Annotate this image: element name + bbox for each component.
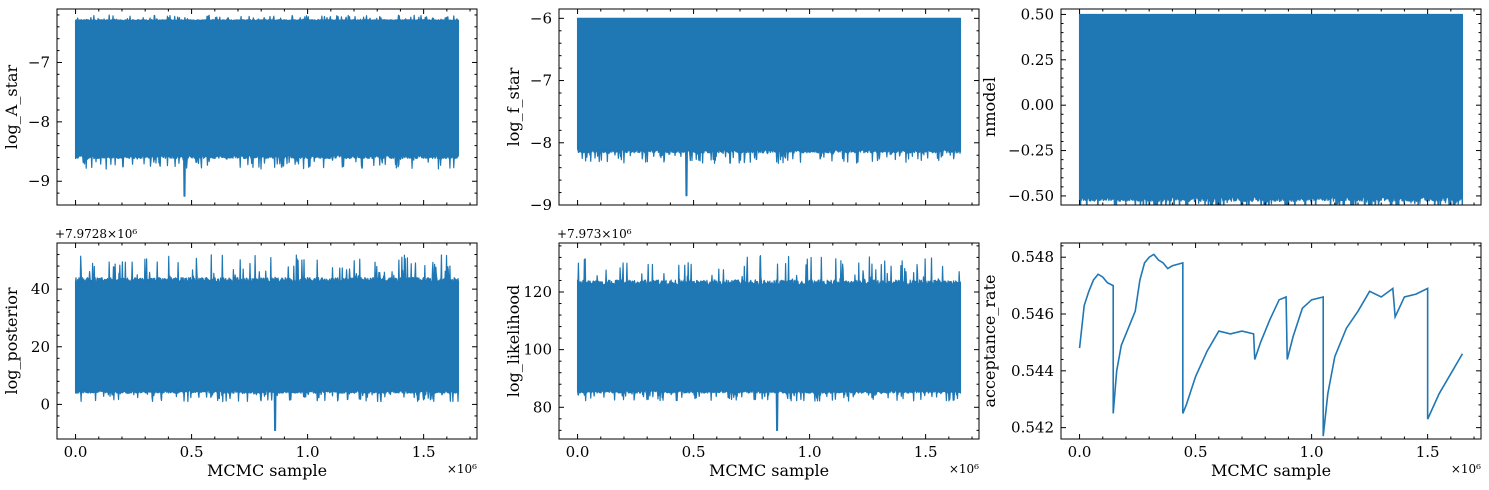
y-tick-label: 0.50 <box>1021 5 1054 23</box>
y-tick-label: 40 <box>31 280 50 298</box>
y-tick-label: 0.546 <box>1011 305 1054 323</box>
y-tick-label: −7 <box>530 72 552 90</box>
series-trace <box>74 254 460 431</box>
y-axis-label: log_likelihood <box>504 285 523 397</box>
y-tick-label: 0.542 <box>1011 419 1054 437</box>
axes-frame <box>558 8 980 206</box>
y-tick-label: −0.50 <box>1008 187 1054 205</box>
plot-area <box>576 17 962 197</box>
plot-area <box>74 14 460 197</box>
y-axis-label: nmodel <box>980 77 999 137</box>
x-tick-label: 0.0 <box>566 443 590 461</box>
axes-frame <box>1060 242 1482 440</box>
x-offset-label: ×10⁶ <box>447 462 477 476</box>
x-tick-label: 1.5 <box>1416 443 1440 461</box>
series-trace <box>576 255 962 431</box>
series-trace <box>576 17 962 197</box>
axes-frame <box>1060 8 1482 206</box>
subplot-log-f-star: −9 −8 −7 −6 log_f_star <box>504 8 980 214</box>
y-tick-label: −9 <box>530 196 552 214</box>
x-axis-label: MCMC sample <box>207 461 327 480</box>
x-tick-label: 1.5 <box>914 443 938 461</box>
y-tick-label: −7 <box>28 53 50 71</box>
y-tick-label: 100 <box>523 341 552 359</box>
plot-area <box>1078 253 1464 437</box>
y-tick-label: 0.548 <box>1011 248 1054 266</box>
y-tick-label: 0.25 <box>1021 51 1054 69</box>
x-tick-label: 1.0 <box>1300 443 1324 461</box>
plot-area <box>576 255 962 431</box>
subplot-log-A-star: −9 −8 −7 log_A_star <box>2 8 478 206</box>
y-offset-label: +7.9728×10⁶ <box>55 227 137 241</box>
x-tick-label: 0.5 <box>682 443 706 461</box>
subplot-acceptance-rate: 0.0 0.5 1.0 1.5 0.542 0.544 0.546 0.548 acceptan… <box>980 242 1482 480</box>
series-trace <box>74 14 460 197</box>
x-tick-label: 1.0 <box>798 443 822 461</box>
y-tick-label: −0.25 <box>1008 142 1054 160</box>
y-tick-label: −8 <box>28 113 50 131</box>
x-tick-label: 1.5 <box>412 443 436 461</box>
y-tick-label: −8 <box>530 134 552 152</box>
x-axis-label: MCMC sample <box>1211 461 1331 480</box>
y-tick-label: 0.544 <box>1011 362 1054 380</box>
x-axis-label: MCMC sample <box>709 461 829 480</box>
y-tick-label: 80 <box>533 398 552 416</box>
subplot-log-posterior: 0.0 0.5 1.0 1.5 0 20 40 log_posterior MCMC sampl… <box>2 227 478 480</box>
series-trace <box>1078 13 1464 205</box>
plot-area <box>1078 13 1464 205</box>
y-axis-label: log_A_star <box>2 64 21 149</box>
axes-frame <box>56 8 478 206</box>
x-tick-label: 0.5 <box>180 443 204 461</box>
y-tick-label: 0 <box>40 395 50 413</box>
y-tick-label: 120 <box>523 283 552 301</box>
y-axis-label: log_f_star <box>504 67 523 146</box>
y-tick-label: 20 <box>31 338 50 356</box>
y-axis-label: log_posterior <box>2 287 21 394</box>
series-line <box>1078 253 1464 437</box>
x-tick-label: 0.5 <box>1184 443 1208 461</box>
x-tick-label: 0.0 <box>1068 443 1092 461</box>
y-tick-label: 0.00 <box>1021 96 1054 114</box>
axes-frame <box>558 242 980 440</box>
axes-frame <box>56 242 478 440</box>
subplot-nmodel: −0.50 −0.25 0.00 0.25 0.50 nmodel <box>980 5 1482 206</box>
x-offset-label: ×10⁶ <box>949 462 979 476</box>
y-axis-label: acceptance_rate <box>980 275 999 408</box>
y-tick-label: −6 <box>530 9 552 27</box>
plot-area <box>74 254 460 431</box>
x-tick-label: 1.0 <box>296 443 320 461</box>
y-tick-label: −9 <box>28 172 50 190</box>
x-tick-label: 0.0 <box>64 443 88 461</box>
y-offset-label: +7.973×10⁶ <box>557 227 632 241</box>
x-offset-label: ×10⁶ <box>1451 462 1481 476</box>
